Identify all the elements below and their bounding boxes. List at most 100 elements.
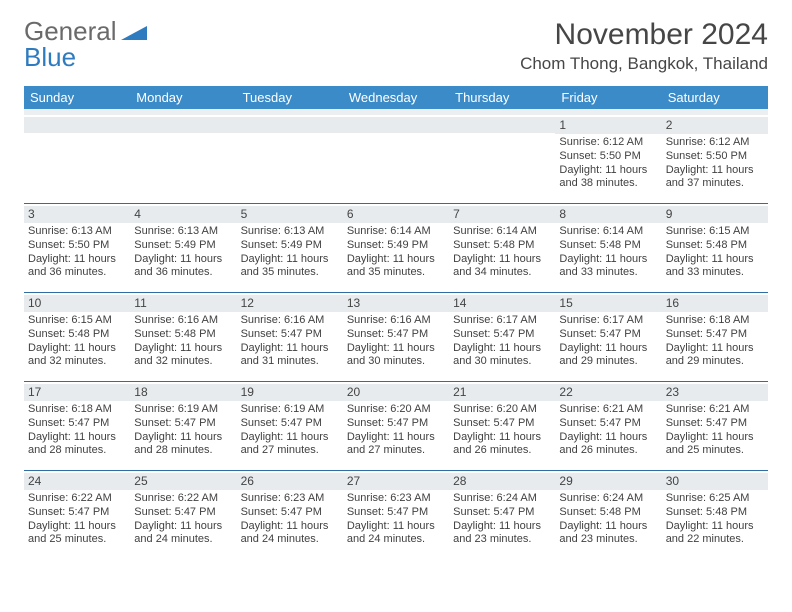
sunset-text: Sunset: 5:47 PM [559,417,657,431]
day-cell: 25Sunrise: 6:22 AMSunset: 5:47 PMDayligh… [130,471,236,559]
dow-cell: Thursday [449,86,555,109]
day-cell: 23Sunrise: 6:21 AMSunset: 5:47 PMDayligh… [662,382,768,470]
day-cell: 10Sunrise: 6:15 AMSunset: 5:48 PMDayligh… [24,293,130,381]
sunset-text: Sunset: 5:47 PM [559,328,657,342]
day-cell: 4Sunrise: 6:13 AMSunset: 5:49 PMDaylight… [130,204,236,292]
daylight-text: Daylight: 11 hours and 30 minutes. [453,342,551,370]
sunrise-text: Sunrise: 6:16 AM [347,314,445,328]
day-number [449,117,555,133]
daylight-text: Daylight: 11 hours and 29 minutes. [666,342,764,370]
day-number: 17 [24,384,130,401]
sunset-text: Sunset: 5:47 PM [28,506,126,520]
day-number: 23 [662,384,768,401]
day-number: 14 [449,295,555,312]
sunset-text: Sunset: 5:47 PM [28,417,126,431]
day-number: 15 [555,295,661,312]
week-row: 17Sunrise: 6:18 AMSunset: 5:47 PMDayligh… [24,382,768,471]
sunrise-text: Sunrise: 6:25 AM [666,492,764,506]
sunset-text: Sunset: 5:47 PM [347,506,445,520]
sunrise-text: Sunrise: 6:18 AM [28,403,126,417]
daylight-text: Daylight: 11 hours and 31 minutes. [241,342,339,370]
dow-cell: Friday [555,86,661,109]
day-number: 5 [237,206,343,223]
day-cell: 15Sunrise: 6:17 AMSunset: 5:47 PMDayligh… [555,293,661,381]
dow-cell: Wednesday [343,86,449,109]
day-cell [449,115,555,203]
sunrise-text: Sunrise: 6:24 AM [559,492,657,506]
week-row: 10Sunrise: 6:15 AMSunset: 5:48 PMDayligh… [24,293,768,382]
sunrise-text: Sunrise: 6:17 AM [453,314,551,328]
sunset-text: Sunset: 5:48 PM [666,239,764,253]
day-number: 11 [130,295,236,312]
daylight-text: Daylight: 11 hours and 22 minutes. [666,520,764,548]
page-title: November 2024 [520,18,768,52]
sunrise-text: Sunrise: 6:17 AM [559,314,657,328]
day-cell: 18Sunrise: 6:19 AMSunset: 5:47 PMDayligh… [130,382,236,470]
day-number: 7 [449,206,555,223]
daylight-text: Daylight: 11 hours and 37 minutes. [666,164,764,192]
daylight-text: Daylight: 11 hours and 27 minutes. [241,431,339,459]
sunrise-text: Sunrise: 6:12 AM [559,136,657,150]
daylight-text: Daylight: 11 hours and 24 minutes. [134,520,232,548]
sunset-text: Sunset: 5:48 PM [559,506,657,520]
sunrise-text: Sunrise: 6:20 AM [347,403,445,417]
day-cell: 5Sunrise: 6:13 AMSunset: 5:49 PMDaylight… [237,204,343,292]
sunrise-text: Sunrise: 6:14 AM [559,225,657,239]
dow-cell: Monday [130,86,236,109]
daylight-text: Daylight: 11 hours and 33 minutes. [559,253,657,281]
daylight-text: Daylight: 11 hours and 24 minutes. [241,520,339,548]
dow-cell: Tuesday [237,86,343,109]
daylight-text: Daylight: 11 hours and 23 minutes. [453,520,551,548]
daylight-text: Daylight: 11 hours and 33 minutes. [666,253,764,281]
day-cell: 12Sunrise: 6:16 AMSunset: 5:47 PMDayligh… [237,293,343,381]
day-cell: 29Sunrise: 6:24 AMSunset: 5:48 PMDayligh… [555,471,661,559]
day-number: 3 [24,206,130,223]
day-cell: 3Sunrise: 6:13 AMSunset: 5:50 PMDaylight… [24,204,130,292]
sunset-text: Sunset: 5:47 PM [241,506,339,520]
day-number [237,117,343,133]
day-cell: 24Sunrise: 6:22 AMSunset: 5:47 PMDayligh… [24,471,130,559]
day-cell: 13Sunrise: 6:16 AMSunset: 5:47 PMDayligh… [343,293,449,381]
daylight-text: Daylight: 11 hours and 25 minutes. [28,520,126,548]
day-number: 8 [555,206,661,223]
sunrise-text: Sunrise: 6:19 AM [134,403,232,417]
week-row: 24Sunrise: 6:22 AMSunset: 5:47 PMDayligh… [24,471,768,559]
sunset-text: Sunset: 5:47 PM [453,417,551,431]
day-number: 13 [343,295,449,312]
day-number: 30 [662,473,768,490]
sunset-text: Sunset: 5:47 PM [453,506,551,520]
day-number [24,117,130,133]
sunset-text: Sunset: 5:49 PM [347,239,445,253]
sunrise-text: Sunrise: 6:16 AM [241,314,339,328]
sunset-text: Sunset: 5:47 PM [134,417,232,431]
daylight-text: Daylight: 11 hours and 35 minutes. [347,253,445,281]
sunrise-text: Sunrise: 6:19 AM [241,403,339,417]
sunset-text: Sunset: 5:47 PM [453,328,551,342]
day-cell: 2Sunrise: 6:12 AMSunset: 5:50 PMDaylight… [662,115,768,203]
sunset-text: Sunset: 5:48 PM [453,239,551,253]
sunset-text: Sunset: 5:50 PM [28,239,126,253]
sunset-text: Sunset: 5:47 PM [134,506,232,520]
days-of-week-row: SundayMondayTuesdayWednesdayThursdayFrid… [24,86,768,109]
day-cell: 20Sunrise: 6:20 AMSunset: 5:47 PMDayligh… [343,382,449,470]
day-number: 4 [130,206,236,223]
day-cell: 17Sunrise: 6:18 AMSunset: 5:47 PMDayligh… [24,382,130,470]
calendar-page: General Blue November 2024 Chom Thong, B… [0,0,792,559]
sunset-text: Sunset: 5:48 PM [134,328,232,342]
day-cell: 22Sunrise: 6:21 AMSunset: 5:47 PMDayligh… [555,382,661,470]
day-number: 26 [237,473,343,490]
sunrise-text: Sunrise: 6:13 AM [134,225,232,239]
sunset-text: Sunset: 5:50 PM [666,150,764,164]
dow-cell: Saturday [662,86,768,109]
page-subtitle: Chom Thong, Bangkok, Thailand [520,54,768,74]
daylight-text: Daylight: 11 hours and 36 minutes. [28,253,126,281]
sunrise-text: Sunrise: 6:18 AM [666,314,764,328]
daylight-text: Daylight: 11 hours and 28 minutes. [134,431,232,459]
day-number: 25 [130,473,236,490]
day-cell: 19Sunrise: 6:19 AMSunset: 5:47 PMDayligh… [237,382,343,470]
sunset-text: Sunset: 5:49 PM [241,239,339,253]
sunset-text: Sunset: 5:47 PM [666,328,764,342]
sunrise-text: Sunrise: 6:14 AM [347,225,445,239]
sunrise-text: Sunrise: 6:23 AM [241,492,339,506]
day-cell: 11Sunrise: 6:16 AMSunset: 5:48 PMDayligh… [130,293,236,381]
